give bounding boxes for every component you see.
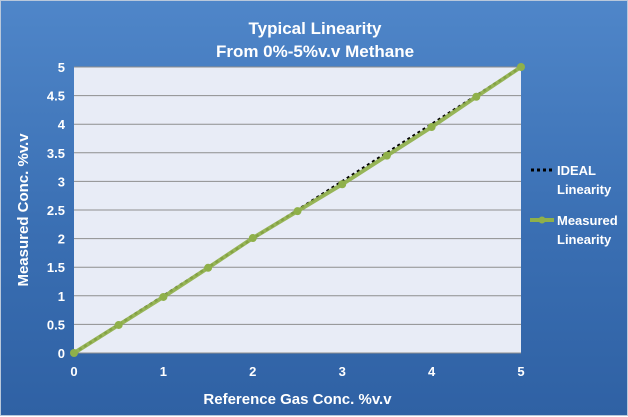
x-axis-ticks: 0 1 2 3 4 5 xyxy=(70,364,524,379)
line-marker-swatch-icon xyxy=(530,216,554,224)
data-point xyxy=(472,92,481,101)
data-point xyxy=(293,207,302,216)
y-tick-label: 1 xyxy=(58,289,65,304)
data-point xyxy=(159,292,168,301)
x-tick-label: 0 xyxy=(70,364,77,379)
x-tick-label: 2 xyxy=(249,364,256,379)
data-point xyxy=(517,63,525,71)
data-point xyxy=(248,234,257,243)
y-tick-label: 3 xyxy=(58,174,65,189)
y-axis-label: Measured Conc. %v.v xyxy=(15,133,32,287)
data-point xyxy=(70,349,78,357)
data-point xyxy=(382,151,391,160)
x-axis-label: Reference Gas Conc. %v.v xyxy=(203,391,392,408)
chart-subtitle: From 0%-5%v.v Methane xyxy=(215,42,415,61)
y-tick-label: 2.5 xyxy=(47,203,65,218)
legend-label-measured: Measured Linearity xyxy=(557,213,618,247)
legend-item-measured: Measured Linearity xyxy=(529,211,628,249)
x-tick-label: 5 xyxy=(517,364,524,379)
y-tick-label: 5 xyxy=(58,60,65,75)
y-tick-label: 4 xyxy=(58,117,66,132)
data-point xyxy=(338,180,347,189)
y-axis-ticks: 0 0.5 1 1.5 2 2.5 3 3.5 4 4.5 5 xyxy=(47,60,66,361)
data-point xyxy=(204,263,213,272)
series-group xyxy=(70,63,525,357)
legend-item-ideal: IDEAL Linearity xyxy=(529,161,628,199)
chart-title: Typical Linearity xyxy=(248,19,382,38)
y-tick-label: 1.5 xyxy=(47,260,65,275)
x-tick-label: 4 xyxy=(428,364,436,379)
legend-label-ideal: IDEAL Linearity xyxy=(557,163,612,197)
gridlines xyxy=(74,66,521,354)
legend: IDEAL Linearity Measured Linearity xyxy=(529,161,628,261)
data-point xyxy=(114,320,123,329)
x-tick-label: 1 xyxy=(160,364,167,379)
y-tick-label: 3.5 xyxy=(47,146,65,161)
y-tick-label: 0.5 xyxy=(47,317,65,332)
y-tick-label: 2 xyxy=(58,232,65,247)
data-point xyxy=(427,123,436,132)
dotted-line-swatch-icon xyxy=(531,168,553,172)
y-tick-label: 0 xyxy=(58,346,65,361)
y-tick-label: 4.5 xyxy=(47,89,65,104)
x-tick-label: 3 xyxy=(339,364,346,379)
